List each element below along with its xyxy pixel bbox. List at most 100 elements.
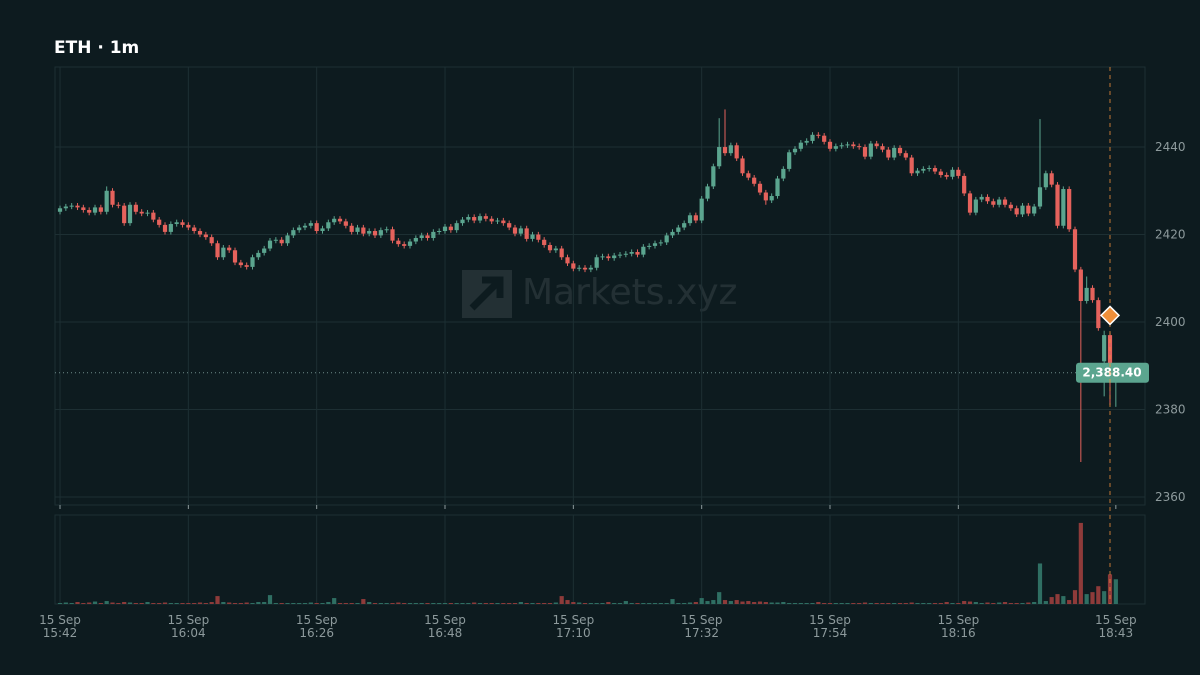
candle-body	[1020, 205, 1025, 215]
candle-body	[98, 207, 103, 212]
candle-body	[495, 220, 500, 222]
candle-body	[75, 205, 80, 208]
volume-bar	[956, 603, 961, 604]
candle-body	[588, 267, 593, 270]
candle-body	[232, 250, 238, 263]
candle-body	[355, 227, 360, 232]
candle-body	[57, 208, 63, 212]
volume-bar	[162, 602, 168, 604]
volume-bar	[623, 601, 628, 604]
candle-body	[822, 135, 827, 142]
volume-bar	[629, 603, 634, 604]
y-tick-label: 2440	[1155, 140, 1186, 154]
candle-body	[168, 224, 173, 232]
candle-body	[302, 225, 308, 228]
candle-body	[956, 169, 961, 176]
volume-bar	[524, 603, 529, 604]
volume-bar	[285, 603, 290, 604]
candle-body	[845, 144, 850, 146]
volume-bar	[104, 601, 109, 604]
candle-body	[425, 235, 430, 239]
chart-title: ETH · 1m	[54, 38, 139, 58]
candle-body	[676, 227, 681, 232]
candle-body	[944, 175, 949, 177]
candle-body	[116, 204, 121, 206]
volume-bar	[798, 603, 803, 604]
x-tick-label: 16:04	[171, 626, 206, 640]
volume-bar	[203, 603, 208, 604]
candle-body	[693, 215, 698, 221]
candle-body	[536, 234, 541, 240]
volume-bar	[63, 602, 68, 604]
candle-body	[256, 252, 261, 258]
candle-body	[460, 219, 465, 224]
candle-body	[967, 193, 973, 213]
volume-bar	[250, 603, 255, 604]
candle-body	[279, 239, 284, 244]
volume-bar	[174, 603, 179, 604]
x-tick-date: 15 Sep	[167, 613, 209, 627]
candle-body	[122, 205, 127, 224]
volume-bar	[361, 599, 366, 604]
candle-body	[1055, 184, 1060, 226]
candle-body	[553, 248, 558, 251]
x-tick-label: 18:16	[941, 626, 976, 640]
candle-body	[606, 256, 611, 259]
candle-body	[1043, 173, 1048, 188]
candle-body	[921, 168, 926, 171]
candle-body	[787, 152, 792, 169]
candle-body	[1014, 208, 1019, 215]
volume-bar	[1078, 522, 1083, 604]
volume-bar	[967, 601, 973, 604]
volume-bar	[168, 603, 173, 604]
candle-body	[717, 147, 722, 167]
candle-body	[437, 231, 442, 233]
candle-body	[979, 196, 984, 200]
candle-body	[629, 252, 634, 254]
candle-body	[1049, 173, 1054, 185]
volume-bar	[792, 603, 798, 604]
volume-bar	[711, 600, 716, 604]
volume-bar	[460, 603, 465, 604]
candle-body	[833, 146, 838, 149]
volume-bar	[938, 603, 943, 604]
volume-bar	[862, 602, 868, 604]
candle-body	[687, 215, 693, 224]
volume-bar	[676, 603, 681, 604]
candle-body	[892, 147, 897, 158]
volume-bar	[1008, 603, 1013, 604]
volume-bar	[507, 603, 512, 604]
x-tick-label: 15:42	[43, 626, 78, 640]
volume-bar	[582, 603, 588, 604]
candle-body	[139, 211, 144, 214]
x-tick-date: 15 Sep	[39, 613, 81, 627]
volume-bar	[717, 592, 722, 604]
volume-bar	[728, 601, 733, 604]
candle-body	[442, 226, 448, 232]
candle-body	[343, 221, 348, 226]
volume-bar	[635, 603, 640, 604]
volume-bar	[617, 603, 623, 604]
volume-bar	[302, 603, 308, 604]
candle-body	[314, 223, 319, 232]
volume-bar	[139, 603, 144, 604]
volume-bar	[687, 602, 693, 604]
candle-body	[722, 147, 728, 154]
volume-bar	[291, 603, 296, 604]
candle-body	[658, 242, 663, 244]
volume-bar	[915, 603, 920, 604]
volume-bar	[921, 603, 926, 604]
candle-body	[87, 210, 92, 213]
candle-body	[617, 254, 623, 256]
candle-body	[851, 144, 856, 147]
candle-body	[652, 243, 658, 246]
watermark-arrow	[469, 276, 504, 311]
candle-body	[880, 146, 885, 150]
candle-body	[962, 175, 967, 194]
volume-bar	[833, 603, 838, 604]
x-tick-date: 15 Sep	[809, 613, 851, 627]
volume-bar	[437, 603, 442, 604]
candle-body	[1107, 335, 1113, 373]
candle-body	[804, 140, 809, 143]
